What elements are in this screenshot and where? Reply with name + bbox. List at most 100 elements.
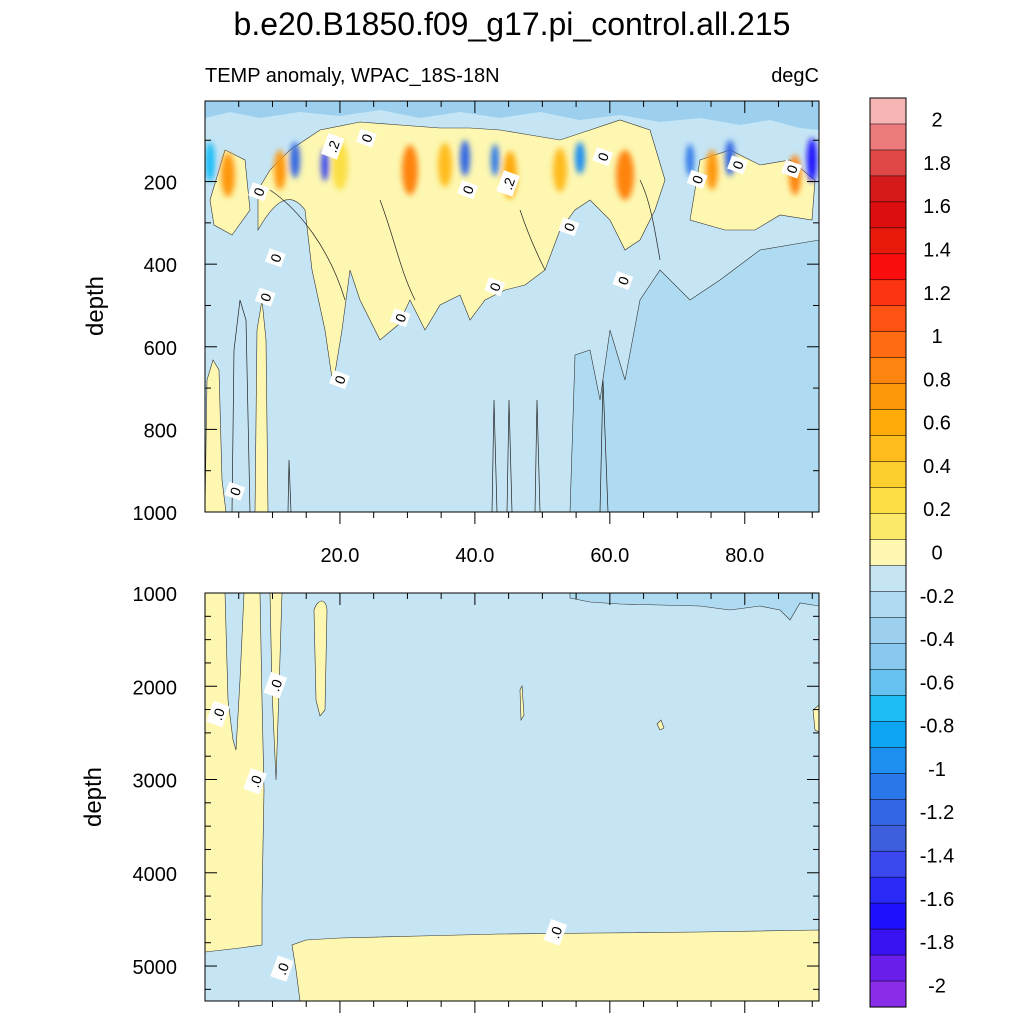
contour-label-box: [558, 217, 580, 237]
lower-warm-region: [205, 593, 265, 953]
colorbar-swatch: [869, 928, 907, 956]
colorbar-label: 1.2: [923, 283, 951, 305]
contour-label: 0: [558, 217, 580, 237]
contour-label-box: [224, 481, 246, 501]
contour-label-box: [243, 767, 267, 795]
contour-label: .0: [206, 700, 230, 728]
colorbar-swatch: [869, 850, 907, 878]
colorbar-swatch: [869, 227, 907, 255]
colorbar-label: -1: [928, 759, 946, 781]
colorbar-swatch: [869, 409, 907, 437]
chart-subtitle-left: TEMP anomaly, WPAC_18S-18N: [205, 65, 500, 87]
colorbar-swatch: [869, 97, 907, 125]
colorbar-label: 1.8: [923, 153, 951, 175]
colorbar-label: -0.2: [920, 586, 954, 608]
colorbar-label: 1: [931, 326, 942, 348]
colorbar-label: 0.8: [923, 369, 951, 391]
contour-label-text: .0: [546, 924, 565, 941]
colorbar-label: 0.6: [923, 413, 951, 435]
contour-label: 0: [727, 155, 748, 175]
contour-label: 0: [248, 182, 269, 202]
contour-label: .0: [243, 767, 267, 795]
contour-label-box: [329, 370, 350, 390]
x-tick-label: 60.0: [590, 545, 629, 567]
contour-label-box: [320, 133, 345, 160]
colorbar-label: 1.6: [923, 196, 951, 218]
contour-label-box: [248, 182, 269, 202]
contour-label: 0: [254, 287, 276, 307]
colorbar-label: -1.8: [920, 932, 954, 954]
contour-label: 0: [224, 481, 246, 501]
contour-label: 0: [329, 370, 350, 390]
contour-label-box: [781, 159, 802, 179]
lower-top-blue-strip: [569, 593, 819, 621]
contour-label-text: .0: [266, 677, 285, 694]
contour-label-text: .0: [209, 706, 228, 723]
colorbar-swatch: [869, 149, 907, 177]
contour-label: .0: [263, 671, 288, 699]
upper-axes: 200 400 600 800 1000 20.0 40.0 60.0 80.0: [133, 101, 819, 567]
colorbar-label: -0.8: [920, 716, 954, 738]
colorbar-label: 0.4: [923, 456, 951, 478]
colorbar-swatch: [869, 747, 907, 774]
contour-label-box: [206, 700, 230, 728]
contour-label-text: .0: [273, 960, 292, 977]
y-tick-label: 600: [144, 338, 177, 360]
contour-label: 0: [484, 277, 506, 297]
contour-label-box: [496, 170, 520, 197]
colorbar-label: -1.6: [920, 889, 954, 911]
colorbar-label: -2: [928, 975, 946, 997]
colorbar-swatch: [869, 669, 907, 696]
y-tick-label: 2000: [133, 677, 178, 699]
lower-panel: 1000 2000 3000 4000 5000 .0 .0 .0 .0 .0 depth: [80, 584, 820, 1013]
colorbar-label: -0.6: [920, 672, 954, 694]
contour-label: 0: [612, 271, 634, 290]
colorbar-swatch: [869, 513, 907, 541]
colorbar-swatch: [869, 175, 907, 203]
colorbar-frame: [869, 97, 907, 1008]
colorbar-swatch: [869, 305, 907, 333]
colorbar-swatch: [869, 331, 907, 359]
y-tick-label: 800: [144, 420, 177, 442]
contour-label: 0: [592, 147, 613, 167]
contour-label: .0: [270, 955, 294, 982]
colorbar-swatch: [869, 487, 907, 515]
contour-label: .2: [496, 170, 520, 197]
lower-warm-region: [519, 684, 525, 722]
colorbar-label: -1.4: [920, 846, 954, 868]
y-tick-label: 1000: [133, 584, 178, 606]
colorbar-swatch: [869, 383, 907, 411]
colorbar: 2 1.8 1.6 1.4 1.2 1 0.8 0.6 0.4 0.2 0 -0.2 -0.4 -0.6 -…: [869, 97, 954, 1008]
contour-label-box: [612, 271, 634, 290]
contour-label: 0: [686, 169, 708, 189]
upper-plot-frame: [204, 100, 820, 513]
colorbar-swatch: [869, 876, 907, 904]
colorbar-swatch: [869, 773, 907, 800]
chart-title: b.e20.B1850.f09_g17.pi_control.all.215: [234, 6, 791, 42]
contour-label: 0: [457, 180, 479, 200]
contour-label-box: [484, 277, 506, 297]
y-tick-label: 4000: [133, 864, 178, 886]
upper-deep-blue-region: [569, 239, 819, 512]
colorbar-swatch: [869, 565, 907, 593]
colorbar-label: 2: [931, 110, 942, 132]
contour-label: 0: [356, 128, 377, 148]
lower-warm-region: [313, 600, 328, 717]
x-tick-label: 80.0: [725, 545, 764, 567]
contour-label-text: .2: [324, 138, 343, 155]
upper-cool-region: [205, 101, 819, 130]
contour-label: .0: [543, 919, 568, 946]
upper-depth-axis-label: depth: [82, 276, 109, 336]
colorbar-label: -1.2: [920, 802, 954, 824]
colorbar-swatch: [869, 824, 907, 852]
contour-label-box: [264, 248, 286, 268]
upper-warm-region: [205, 359, 227, 512]
contour-label-box: [270, 955, 294, 982]
contour-label-box: [686, 169, 708, 189]
contour-label-box: [263, 671, 288, 699]
colorbar-swatch: [869, 357, 907, 385]
colorbar-swatch: [869, 954, 907, 982]
contour-label: 0: [781, 159, 802, 179]
